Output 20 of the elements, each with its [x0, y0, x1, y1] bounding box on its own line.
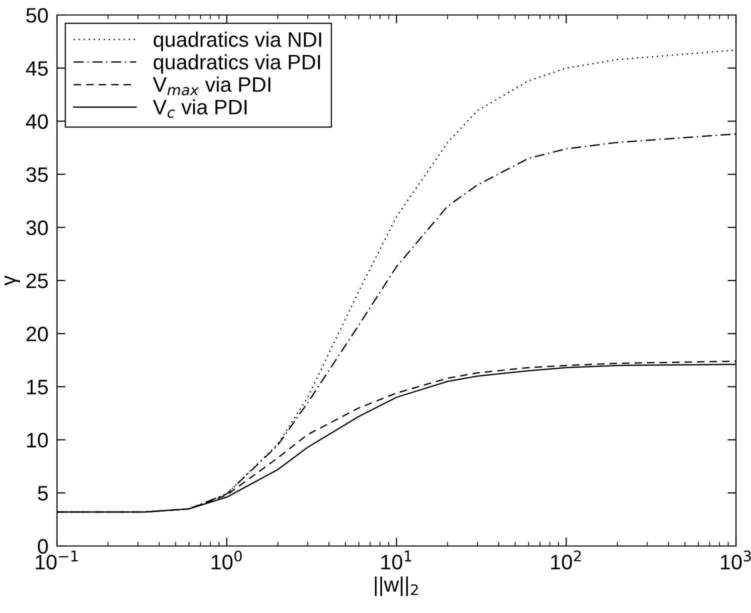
- x-tick-label: 10$^{3}$: [720, 550, 751, 570]
- legend-label: V$_{c}$ via PDI: [152, 99, 247, 118]
- y-tick-label: 25: [26, 274, 48, 288]
- y-tick-label: 5: [38, 486, 48, 501]
- x-tick-label: 10$^{0}$: [212, 550, 242, 570]
- legend-label: quadratics via PDI: [154, 54, 320, 74]
- x-tick-label: 10$^{1}$: [381, 550, 412, 570]
- y-tick-label: 35: [26, 167, 48, 182]
- x-tick-label: 10$^{2}$: [551, 550, 581, 570]
- legend-label: V$_{max}$ via PDI: [152, 76, 270, 96]
- y-tick-label: 40: [26, 114, 48, 129]
- y-tick-label: 20: [26, 326, 48, 342]
- y-tick-label: 15: [27, 380, 48, 394]
- y-tick-label: 45: [26, 61, 48, 76]
- legend-label: quadratics via NDI: [154, 32, 322, 52]
- y-axis-title: γ: [4, 275, 20, 286]
- x-axis-title: ||w||$_{2}$: [374, 576, 418, 596]
- y-tick-label: 30: [26, 220, 48, 236]
- y-tick-label: 10: [27, 432, 48, 448]
- y-tick-label: 50: [26, 8, 48, 23]
